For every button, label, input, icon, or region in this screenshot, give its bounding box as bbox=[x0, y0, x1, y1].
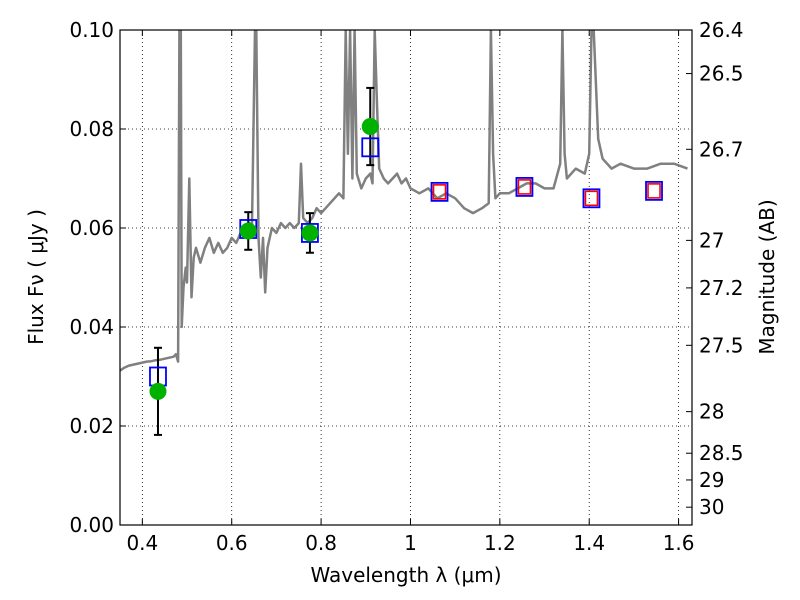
right-tick-label: 26.5 bbox=[699, 62, 744, 86]
y-tick-label: 0.06 bbox=[69, 216, 114, 240]
grid bbox=[120, 30, 692, 525]
right-tick-label: 29 bbox=[699, 468, 724, 492]
x-tick-label: 0.6 bbox=[216, 531, 248, 555]
x-tick-label: 1.4 bbox=[573, 531, 605, 555]
x-tick-label: 1.2 bbox=[484, 531, 516, 555]
x-tick-label: 1 bbox=[404, 531, 417, 555]
x-tick-labels: 0.4 0.6 0.8 1 1.2 1.4 1.6 bbox=[126, 531, 694, 555]
nir-flux-square bbox=[647, 183, 661, 199]
right-axis-label: Magnitude (AB) bbox=[755, 199, 779, 354]
right-tick-label: 26.4 bbox=[699, 18, 744, 42]
right-tick-label: 26.7 bbox=[699, 137, 744, 161]
y-tick-label: 0.08 bbox=[69, 117, 114, 141]
right-tick-label: 28 bbox=[699, 400, 724, 424]
x-axis-label: Wavelength λ (μm) bbox=[310, 563, 501, 587]
right-tick-labels: 26.4 26.5 26.7 27 27.2 27.5 28 28.5 29 30 bbox=[699, 18, 744, 519]
model-flux-square bbox=[645, 180, 663, 201]
y-tick-label: 0.10 bbox=[69, 18, 114, 42]
model-flux-square bbox=[430, 181, 449, 202]
y-tick-label: 0.02 bbox=[69, 414, 114, 438]
right-tick-label: 30 bbox=[699, 495, 724, 519]
nir-flux-square bbox=[432, 184, 447, 200]
observed-flux-point bbox=[149, 382, 167, 400]
series-layer bbox=[120, 30, 688, 372]
right-tick-label: 27.2 bbox=[699, 276, 744, 300]
marker-layer bbox=[149, 86, 663, 436]
ticks bbox=[120, 29, 692, 526]
x-tick-label: 0.8 bbox=[305, 531, 337, 555]
right-tick-label: 27 bbox=[699, 228, 724, 252]
observed-flux-point bbox=[239, 222, 257, 240]
right-tick-label: 27.5 bbox=[699, 333, 744, 357]
y-tick-labels: 0.00 0.02 0.04 0.06 0.08 0.10 bbox=[69, 18, 114, 537]
right-tick-label: 28.5 bbox=[699, 441, 744, 465]
nir-flux-square bbox=[517, 179, 532, 195]
observed-flux-point bbox=[361, 118, 379, 136]
model-flux-square bbox=[361, 137, 380, 158]
x-tick-label: 1.6 bbox=[663, 531, 695, 555]
model-spectrum-line bbox=[120, 30, 688, 372]
observed-flux-point bbox=[301, 224, 319, 242]
nir-flux-square bbox=[584, 190, 599, 207]
y-tick-label: 0.00 bbox=[69, 513, 114, 537]
y-tick-label: 0.04 bbox=[69, 315, 114, 339]
plot-frame bbox=[119, 29, 693, 526]
model-flux-square bbox=[582, 188, 601, 209]
y-axis-label: Flux Fν ( μJy ) bbox=[24, 209, 48, 345]
x-tick-label: 0.4 bbox=[126, 531, 158, 555]
model-flux-square bbox=[515, 177, 534, 197]
